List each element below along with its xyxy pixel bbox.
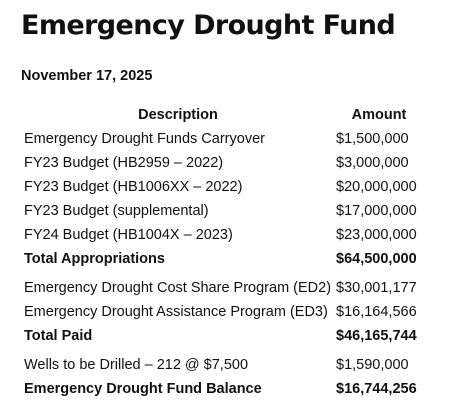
row-amount: $1,500,000 — [336, 131, 409, 147]
row-description: FY23 Budget (HB1006XX – 2022) — [24, 179, 243, 195]
page-title: Emergency Drought Fund — [21, 10, 396, 41]
description-column-header: Description — [138, 107, 218, 123]
table-header: Description Amount — [24, 103, 434, 127]
wells-description: Wells to be Drilled – 212 @ $7,500 — [24, 357, 249, 373]
table-row: FY23 Budget (supplemental) $17,000,000 — [24, 199, 434, 223]
total-appropriations-label: Total Appropriations — [24, 251, 165, 267]
row-description: Emergency Drought Funds Carryover — [24, 131, 265, 147]
wells-amount: $1,590,000 — [336, 357, 409, 373]
fund-balance-row: Emergency Drought Fund Balance $16,744,2… — [24, 377, 434, 401]
table-row: Emergency Drought Funds Carryover $1,500… — [24, 127, 434, 151]
total-paid-row: Total Paid $46,165,744 — [24, 324, 434, 348]
table-row: Emergency Drought Cost Share Program (ED… — [24, 276, 434, 300]
row-amount: $16,164,566 — [336, 304, 417, 320]
wells-row: Wells to be Drilled – 212 @ $7,500 $1,59… — [24, 353, 434, 377]
row-description: FY24 Budget (HB1004X – 2023) — [24, 227, 233, 243]
row-description: FY23 Budget (HB2959 – 2022) — [24, 155, 224, 171]
table-row: FY23 Budget (HB1006XX – 2022) $20,000,00… — [24, 175, 434, 199]
row-description: Emergency Drought Assistance Program (ED… — [24, 304, 328, 320]
fund-balance-amount: $16,744,256 — [336, 381, 417, 397]
row-description: FY23 Budget (supplemental) — [24, 203, 209, 219]
row-amount: $3,000,000 — [336, 155, 409, 171]
table-row: FY24 Budget (HB1004X – 2023) $23,000,000 — [24, 223, 434, 247]
fund-balance-label: Emergency Drought Fund Balance — [24, 381, 262, 397]
total-appropriations-row: Total Appropriations $64,500,000 — [24, 247, 434, 271]
table-row: FY23 Budget (HB2959 – 2022) $3,000,000 — [24, 151, 434, 175]
report-date: November 17, 2025 — [21, 68, 153, 84]
table-row: Emergency Drought Assistance Program (ED… — [24, 300, 434, 324]
total-paid-label: Total Paid — [24, 328, 93, 344]
fund-table: Description Amount Emergency Drought Fun… — [24, 103, 434, 401]
row-amount: $30,001,177 — [336, 280, 417, 296]
row-amount: $17,000,000 — [336, 203, 417, 219]
amount-column-header: Amount — [351, 107, 407, 123]
row-amount: $20,000,000 — [336, 179, 417, 195]
row-amount: $23,000,000 — [336, 227, 417, 243]
total-appropriations-amount: $64,500,000 — [336, 251, 417, 267]
total-paid-amount: $46,165,744 — [336, 328, 417, 344]
row-description: Emergency Drought Cost Share Program (ED… — [24, 280, 332, 296]
